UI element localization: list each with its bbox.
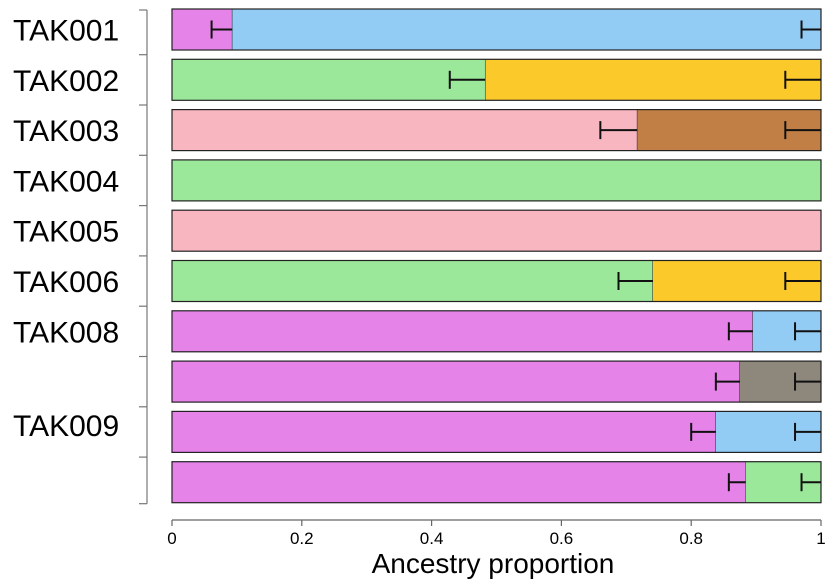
row-label: TAK005 (13, 216, 119, 249)
row-label: TAK008 (13, 316, 119, 349)
x-tick-label: 0.4 (420, 529, 444, 548)
x-axis-title: Ancestry proportion (372, 548, 615, 579)
bar-segment (172, 59, 486, 101)
bar-segment (172, 361, 740, 403)
bar-segment (172, 461, 746, 503)
row-label: TAK004 (13, 165, 119, 198)
bar-segment (485, 59, 821, 101)
row-bracket-axis (139, 9, 148, 505)
x-axis: 0 0.2 0.4 0.6 0.8 1 (167, 519, 825, 548)
x-tick-label: 1 (816, 529, 825, 548)
x-tick-label: 0.6 (550, 529, 574, 548)
bar-segment (232, 9, 821, 50)
bar-segment (172, 109, 638, 151)
bars-layer (171, 8, 822, 504)
row-label: TAK009 (13, 410, 119, 443)
row-label: TAK002 (13, 65, 119, 98)
bar-outline (171, 209, 822, 252)
x-tick-label: 0 (167, 529, 176, 548)
row-label: TAK003 (13, 115, 119, 148)
error-bars-layer (210, 20, 821, 492)
bar-segment (172, 411, 716, 453)
bar-segment (172, 159, 821, 201)
x-tick-label: 0.2 (290, 529, 314, 548)
bar-segment (172, 310, 753, 352)
bar-segment (172, 210, 821, 252)
bar-outline (171, 159, 822, 202)
row-labels: TAK001 TAK002 TAK003 TAK004 TAK005 TAK006 TAK0… (13, 15, 119, 443)
row-label: TAK006 (13, 266, 119, 299)
row-label: TAK001 (13, 15, 119, 48)
bar-segment (172, 260, 653, 302)
x-tick-label: 0.8 (679, 529, 703, 548)
